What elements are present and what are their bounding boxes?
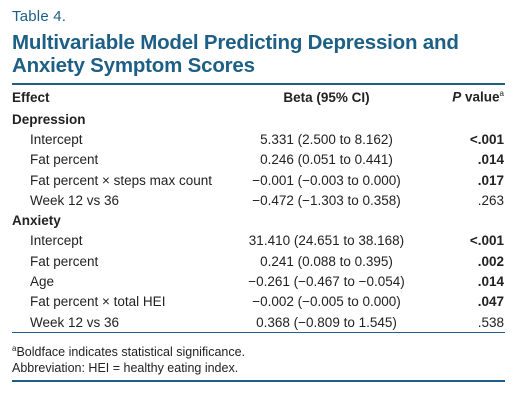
beta-cell: 0.246 (0.051 to 0.441) — [260, 152, 393, 168]
table-row: Week 12 vs 36 −0.472 (−1.303 to 0.358) .26… — [12, 190, 505, 210]
beta-cell: 0.241 (0.088 to 0.395) — [260, 253, 393, 269]
p-value-cell: .014 — [477, 152, 504, 168]
beta-cell: −0.002 (−0.005 to 0.000) — [252, 294, 401, 310]
top-rule — [12, 83, 505, 85]
effect-cell: Intercept — [30, 233, 83, 249]
effect-cell: Age — [30, 274, 55, 290]
beta-cell: 5.331 (2.500 to 8.162) — [260, 131, 393, 147]
effect-cell: Week 12 vs 36 — [30, 192, 120, 208]
footnotes: aBoldface indicates statistical signific… — [12, 333, 505, 380]
table-row: Fat percent 0.246 (0.051 to 0.441) .014 — [12, 150, 505, 170]
p-value-cell: .047 — [477, 294, 504, 310]
beta-cell: −0.261 (−0.467 to −0.054) — [248, 274, 405, 290]
table-row: Fat percent × total HEI −0.002 (−0.005 to… — [12, 292, 505, 312]
effect-cell: Fat percent × steps max count — [30, 172, 212, 188]
table-row: Fat percent × steps max count −0.001 (−0.… — [12, 170, 505, 190]
p-value-cell: <.001 — [469, 233, 504, 249]
p-value-cell: .014 — [477, 274, 504, 290]
table-row: Intercept 31.410 (24.651 to 38.168) <.001 — [12, 231, 505, 251]
effect-cell: Fat percent — [30, 152, 99, 168]
table-label: Table 4. — [12, 8, 67, 25]
table-title: Multivariable Model Predicting Depressio… — [12, 31, 459, 77]
footnote-mark: a — [12, 344, 17, 354]
p-value-cell: .002 — [477, 253, 504, 269]
p-value-cell: .017 — [477, 172, 504, 188]
footnote-significance: aBoldface indicates statistical signific… — [12, 341, 505, 360]
footnote-significance-text: Boldface indicates statistical significa… — [16, 345, 246, 360]
final-rule — [12, 380, 505, 383]
table-row: Intercept 5.331 (2.500 to 8.162) <.001 — [12, 129, 505, 149]
beta-cell: −0.001 (−0.003 to 0.000) — [252, 172, 401, 188]
header-row: Effect Beta (95% CI) P valuea — [12, 85, 505, 109]
beta-cell: −0.472 (−1.303 to 0.358) — [252, 192, 401, 208]
header-p-rest: value — [461, 89, 500, 105]
effect-cell: Fat percent — [30, 253, 99, 269]
effect-cell: Fat percent × total HEI — [30, 294, 166, 310]
header-effect: Effect — [12, 89, 50, 105]
table-row: Age −0.261 (−0.467 to −0.054) .014 — [12, 271, 505, 291]
p-value-cell: .538 — [477, 314, 504, 330]
header-p-italic: P — [452, 89, 462, 105]
group-row: Depression — [12, 109, 505, 129]
group-label: Depression — [12, 111, 86, 127]
bottom-rule — [12, 332, 505, 334]
header-beta: Beta (95% CI) — [283, 89, 370, 105]
p-value-cell: .263 — [477, 192, 504, 208]
header-p-footnote-mark: a — [499, 89, 504, 99]
p-value-cell: <.001 — [469, 131, 504, 147]
group-label: Anxiety — [12, 213, 61, 229]
effect-cell: Intercept — [30, 131, 83, 147]
table-body: Depression Intercept 5.331 (2.500 to 8.162… — [12, 109, 505, 332]
beta-cell: 31.410 (24.651 to 38.168) — [248, 233, 405, 249]
table-row: Fat percent 0.241 (0.088 to 0.395) .002 — [12, 251, 505, 271]
results-table: Effect Beta (95% CI) P valuea Depression… — [12, 85, 505, 332]
group-row: Anxiety — [12, 210, 505, 230]
effect-cell: Week 12 vs 36 — [30, 314, 120, 330]
header-p-value: P valuea — [423, 85, 505, 109]
table-row: Week 12 vs 36 0.368 (−0.809 to 1.545) .538 — [12, 312, 505, 332]
beta-cell: 0.368 (−0.809 to 1.545) — [256, 314, 397, 330]
footnote-abbreviation: Abbreviation: HEI = healthy eating index… — [12, 361, 239, 376]
